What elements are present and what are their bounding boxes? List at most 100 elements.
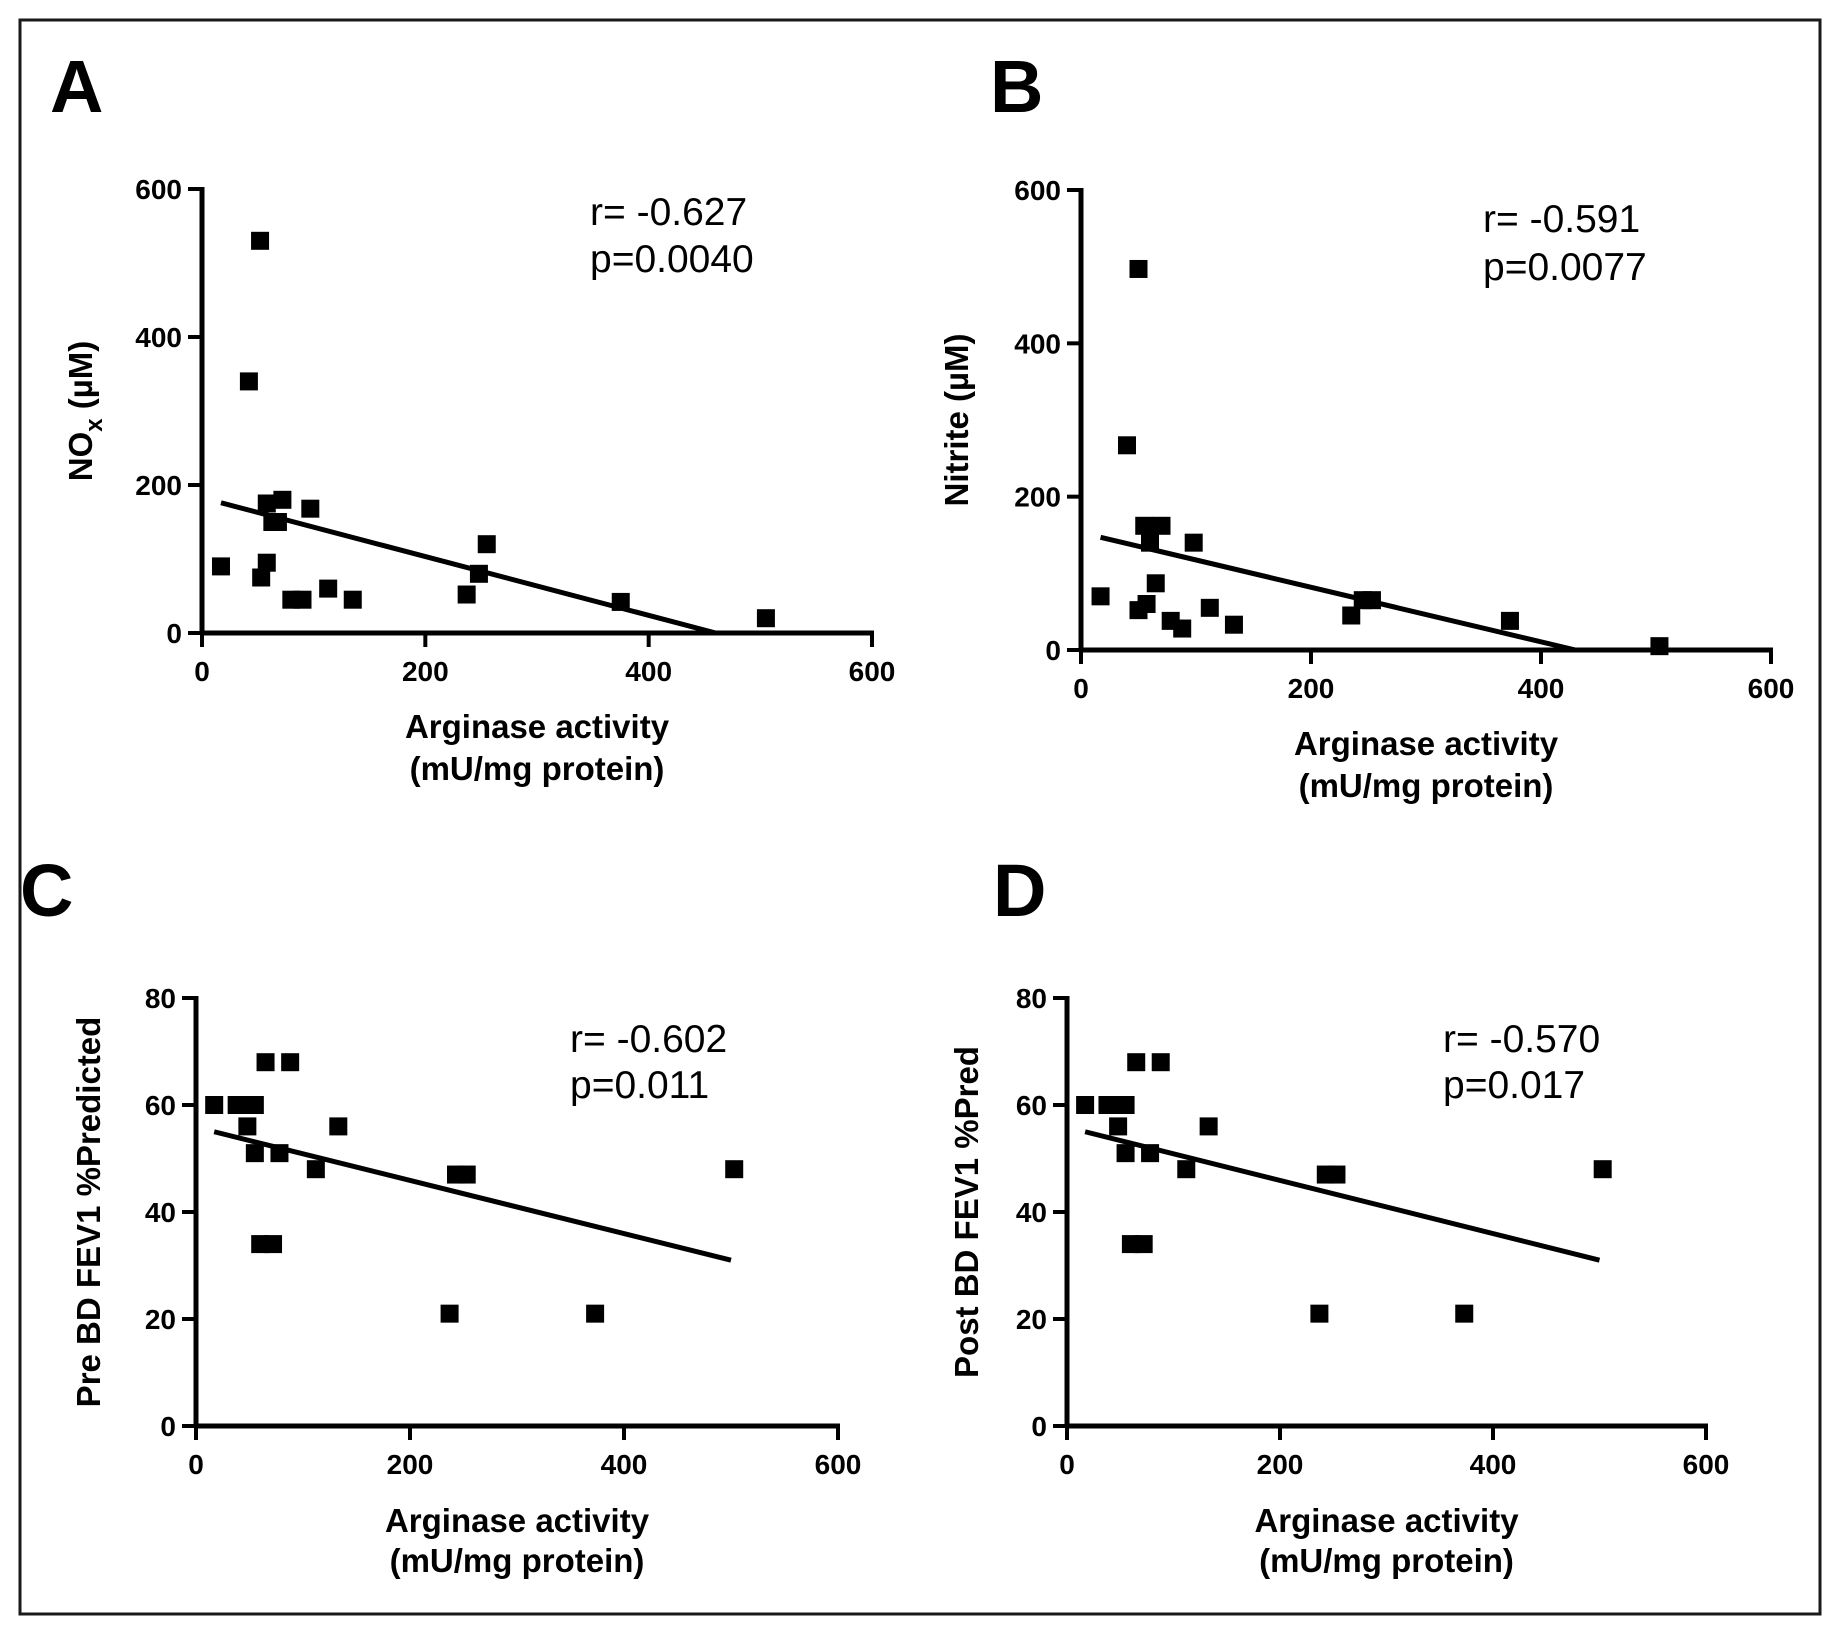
x-tick-label-c: 200 bbox=[387, 1449, 434, 1480]
data-point-c bbox=[306, 1160, 325, 1179]
data-point-b bbox=[1146, 574, 1165, 593]
x-tick-label-b: 600 bbox=[1748, 673, 1795, 704]
data-point-c bbox=[457, 1165, 476, 1184]
y-tick-label-a: 600 bbox=[135, 174, 182, 205]
data-point-a bbox=[756, 609, 775, 628]
panel-d: D 0 200 400 600 0 20 40 60 80 Arginase activity(mU… bbox=[948, 849, 1729, 1579]
data-point-d bbox=[1076, 1096, 1095, 1114]
panel-letter-d: D bbox=[993, 849, 1046, 932]
x-axis-title-c: (mU/mg protein) bbox=[390, 1542, 645, 1579]
panel-letter-b: B bbox=[990, 45, 1043, 128]
x-tick-label-d: 200 bbox=[1257, 1449, 1304, 1480]
x-axis-title-d: (mU/mg protein) bbox=[1259, 1542, 1514, 1579]
y-tick-label-c: 80 bbox=[145, 983, 176, 1014]
data-point-d bbox=[1116, 1096, 1135, 1114]
x-axis-title-a: Arginase activity bbox=[405, 708, 670, 745]
x-tick-label-c: 600 bbox=[815, 1449, 862, 1480]
stat-text-c: r= -0.602 bbox=[570, 1018, 727, 1061]
data-point-d bbox=[1310, 1304, 1329, 1323]
data-point-a bbox=[257, 553, 276, 572]
y-tick-label-a: 0 bbox=[166, 618, 182, 649]
data-point-c bbox=[440, 1304, 459, 1323]
data-point-d bbox=[1116, 1144, 1135, 1163]
x-axis-title-c: Arginase activity bbox=[385, 1502, 650, 1539]
data-point-a bbox=[239, 372, 258, 391]
data-point-a bbox=[301, 499, 320, 518]
data-point-c bbox=[281, 1053, 300, 1072]
data-point-b bbox=[1362, 591, 1381, 610]
x-tick-label-c: 0 bbox=[188, 1449, 204, 1480]
y-tick-label-d: 80 bbox=[1016, 983, 1047, 1014]
data-point-d bbox=[1134, 1235, 1153, 1254]
y-tick-label-b: 0 bbox=[1045, 635, 1061, 666]
y-tick-label-c: 20 bbox=[145, 1304, 176, 1335]
data-point-c bbox=[238, 1117, 257, 1136]
y-axis-title-sub-a: x bbox=[81, 418, 108, 432]
data-point-d bbox=[1455, 1304, 1474, 1323]
x-tick-label-c: 400 bbox=[601, 1449, 648, 1480]
x-axis-title-d: Arginase activity bbox=[1254, 1502, 1519, 1539]
regression-line-a bbox=[220, 500, 717, 636]
data-point-c bbox=[725, 1160, 744, 1179]
data-point-b bbox=[1173, 619, 1192, 638]
data-point-b bbox=[1152, 516, 1171, 535]
y-tick-label-d: 60 bbox=[1016, 1090, 1047, 1121]
y-tick-label-c: 0 bbox=[160, 1411, 176, 1442]
data-point-a bbox=[273, 490, 292, 509]
data-point-d bbox=[1151, 1053, 1170, 1072]
data-point-a bbox=[211, 557, 230, 576]
stat-text-b: r= -0.591 bbox=[1483, 198, 1640, 241]
data-point-a bbox=[319, 579, 338, 598]
stat-text-a: p=0.0040 bbox=[590, 238, 754, 281]
y-tick-label-d: 40 bbox=[1016, 1197, 1047, 1228]
y-tick-label-d: 20 bbox=[1016, 1304, 1047, 1335]
x-tick-label-a: 200 bbox=[402, 656, 449, 687]
x-axis-title-a: (mU/mg protein) bbox=[410, 750, 665, 787]
stat-text-c: p=0.011 bbox=[570, 1064, 709, 1107]
stat-text-b: p=0.0077 bbox=[1483, 246, 1647, 289]
data-point-a bbox=[469, 564, 488, 583]
x-tick-label-d: 400 bbox=[1470, 1449, 1517, 1480]
x-tick-label-a: 400 bbox=[625, 656, 672, 687]
data-point-b bbox=[1650, 637, 1669, 656]
data-point-c bbox=[205, 1096, 224, 1114]
panel-c: C 0 200 400 600 0 20 40 60 80 Arginase activity(mU… bbox=[20, 849, 861, 1579]
figure-frame bbox=[18, 18, 1822, 1616]
data-point-b bbox=[1184, 533, 1203, 552]
x-tick-label-b: 400 bbox=[1518, 673, 1565, 704]
panel-b: B 0 200 400 600 0 200 400 600 Arginase activity (m… bbox=[938, 45, 1794, 804]
regression-line-d bbox=[1084, 1129, 1601, 1263]
x-tick-label-a: 600 bbox=[849, 656, 896, 687]
x-tick-label-b: 0 bbox=[1073, 673, 1089, 704]
data-point-d bbox=[1109, 1117, 1128, 1136]
panel-letter-c: C bbox=[20, 849, 73, 932]
data-point-b bbox=[1500, 611, 1519, 630]
data-point-b bbox=[1200, 598, 1219, 617]
regression-line-b bbox=[1099, 534, 1577, 653]
y-tick-label-b: 600 bbox=[1014, 175, 1061, 206]
data-point-c bbox=[329, 1117, 348, 1136]
data-point-d bbox=[1127, 1053, 1146, 1072]
x-axis-title-b: Arginase activity bbox=[1294, 725, 1559, 762]
data-point-c bbox=[270, 1144, 289, 1163]
y-axis-title-d: Post BD FEV1 %Pred bbox=[948, 1046, 985, 1378]
data-point-a bbox=[477, 535, 496, 554]
x-tick-label-d: 0 bbox=[1059, 1449, 1075, 1480]
panel-letter-a: A bbox=[50, 45, 103, 128]
data-point-a bbox=[457, 585, 476, 604]
y-axis-title-b: Nitrite (µM) bbox=[938, 334, 975, 507]
y-tick-label-b: 400 bbox=[1014, 328, 1061, 359]
y-tick-label-c: 60 bbox=[145, 1090, 176, 1121]
data-point-c bbox=[245, 1144, 264, 1163]
data-point-c bbox=[264, 1235, 283, 1254]
x-tick-label-b: 200 bbox=[1288, 673, 1335, 704]
x-tick-label-d: 600 bbox=[1683, 1449, 1730, 1480]
x-axis-title-b: (mU/mg protein) bbox=[1299, 767, 1554, 804]
y-tick-label-c: 40 bbox=[145, 1197, 176, 1228]
data-point-d bbox=[1141, 1144, 1160, 1163]
data-point-c bbox=[256, 1053, 275, 1072]
y-axis-title-c: Pre BD FEV1 %Predicted bbox=[70, 1017, 107, 1408]
data-point-b bbox=[1224, 615, 1243, 634]
data-point-b bbox=[1135, 516, 1154, 535]
data-point-d bbox=[1177, 1160, 1196, 1179]
